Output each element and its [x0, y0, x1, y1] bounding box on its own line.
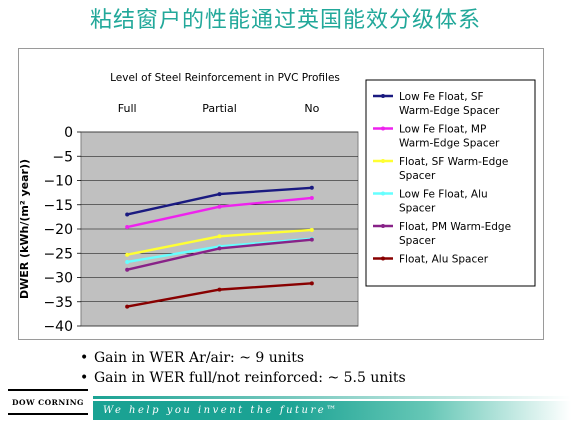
data-point [217, 287, 222, 292]
data-point [309, 195, 314, 200]
data-point [217, 204, 222, 209]
footer-band: We help you invent the future™ [93, 401, 571, 420]
x-category-label: No [304, 102, 319, 115]
data-point [125, 267, 130, 272]
bullet-list: • Gain in WER Ar/air: ~ 9 units • Gain in … [80, 348, 406, 388]
data-point [309, 237, 314, 242]
data-point [125, 304, 130, 309]
data-point [309, 281, 314, 286]
footer-stripe [93, 396, 571, 399]
legend-box [365, 79, 536, 287]
legend-marker [381, 191, 385, 196]
legend-label: Float, PM Warm-Edge Spacer [399, 221, 511, 247]
footer-tagline: We help you invent the future™ [103, 405, 339, 416]
y-tick-label: −10 [43, 174, 73, 190]
bullet-item: • Gain in WER Ar/air: ~ 9 units [80, 348, 406, 368]
slide-title: 粘结窗户的性能通过英国能效分级体系 [89, 8, 481, 33]
legend-label: Low Fe Float, SF Warm-Edge Spacer [399, 91, 500, 117]
legend-label: Float, Alu Spacer [399, 254, 489, 266]
y-axis-title: DWER (kWh/(m² year)) [19, 159, 31, 299]
data-point [125, 259, 130, 264]
chart-title: Level of Steel Reinforcement in PVC Prof… [110, 72, 340, 84]
legend-marker [381, 256, 385, 261]
legend-marker [381, 94, 385, 98]
company-logo: DOW CORNING [8, 389, 88, 415]
legend-label: Low Fe Float, MP Warm-Edge Spacer [399, 124, 500, 150]
y-tick-label: −40 [43, 319, 73, 335]
data-point [309, 185, 314, 190]
y-tick-label: −5 [52, 149, 73, 165]
data-point [125, 252, 130, 257]
y-tick-label: −25 [43, 246, 73, 262]
data-point [217, 192, 222, 197]
bullet-item: • Gain in WER full/not reinforced: ~ 5.5 … [80, 368, 406, 388]
data-point [217, 234, 222, 239]
x-category-label: Full [118, 102, 137, 115]
y-tick-label: −15 [43, 198, 73, 214]
legend-label: Low Fe Float, Alu Spacer [399, 189, 488, 215]
data-point [125, 212, 130, 217]
bullet-dot-icon: • [80, 350, 89, 366]
y-tick-label: −20 [43, 222, 73, 238]
legend-marker [381, 126, 385, 131]
x-category-label: Partial [202, 102, 237, 115]
chart-frame: Level of Steel Reinforcement in PVC Prof… [18, 48, 544, 340]
bullet-text: Gain in WER full/not reinforced: ~ 5.5 u… [94, 370, 406, 386]
line-chart: Level of Steel Reinforcement in PVC Prof… [19, 72, 536, 335]
y-tick-label: −30 [43, 271, 73, 287]
data-point [125, 225, 130, 230]
data-point [309, 227, 314, 232]
data-point [217, 246, 222, 251]
bullet-dot-icon: • [80, 370, 89, 386]
legend-label: Float, SF Warm-Edge Spacer [399, 156, 508, 182]
legend-marker [381, 224, 385, 228]
bullet-text: Gain in WER Ar/air: ~ 9 units [94, 350, 305, 366]
legend-marker [381, 159, 385, 163]
y-tick-label: −35 [43, 295, 73, 311]
y-tick-label: 0 [64, 125, 73, 141]
